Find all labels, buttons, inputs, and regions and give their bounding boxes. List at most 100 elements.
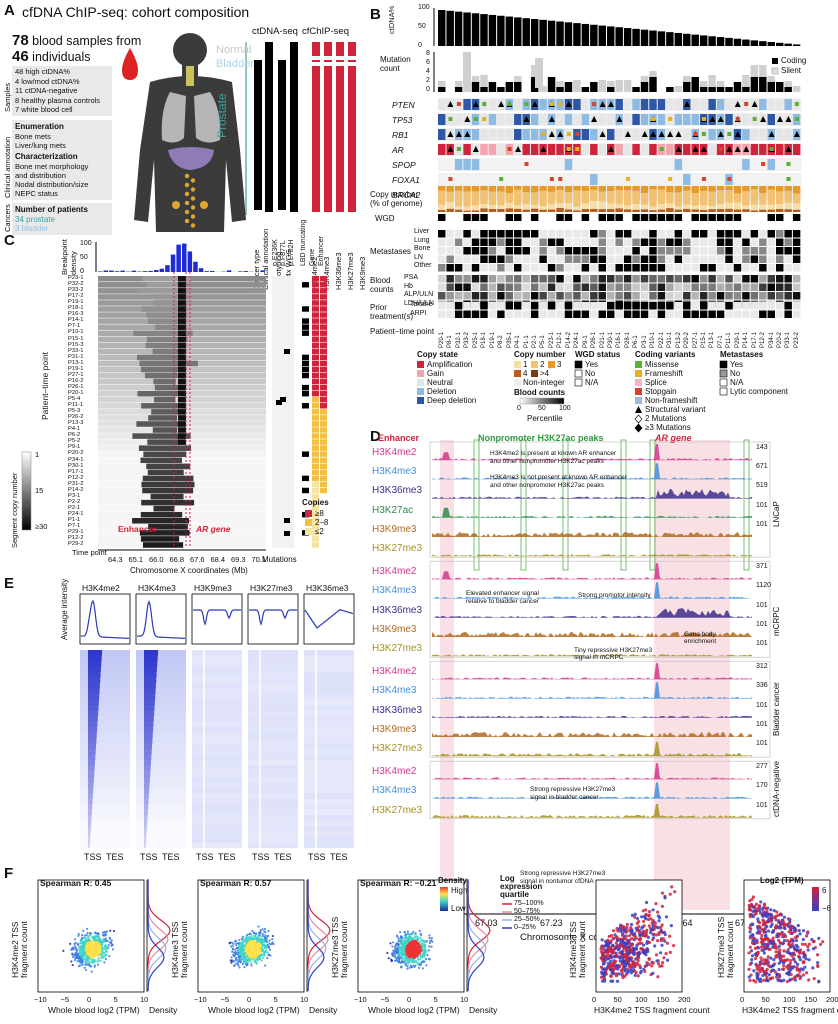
ar-amp-segment — [178, 294, 186, 300]
track-2-H3K4me2: H3K4me2 — [372, 666, 417, 678]
mut-legend-silent: Silent — [781, 66, 802, 75]
scatter-point — [629, 926, 633, 930]
scatter-point — [94, 931, 97, 934]
cn-segment — [539, 186, 547, 191]
copies-legend-2: ≤2 — [315, 527, 324, 536]
gene-label-RB1: RB1 — [392, 130, 409, 140]
scatter-point — [246, 949, 249, 952]
scatter-point — [394, 956, 397, 959]
scatter-point — [233, 964, 236, 967]
gene-cell — [438, 174, 446, 185]
mets-cell — [649, 238, 657, 246]
heatmap-row — [136, 754, 186, 760]
cn-row-segment — [148, 415, 178, 421]
scatter-point — [103, 961, 106, 964]
variant-marker — [625, 177, 630, 181]
heatmap-peak — [88, 837, 91, 843]
cn-row-segment — [153, 300, 179, 306]
d-note-2: H3K4me3 is not present at known AR enhan… — [490, 474, 627, 481]
blood-cell — [530, 283, 539, 291]
samples-list: 48 high ctDNA% 4 low/mod ctDNA% 11 ctDNA-n… — [15, 67, 100, 115]
enh-copy-cell — [320, 384, 327, 391]
scatter-point — [74, 941, 78, 944]
blood-cell — [547, 292, 556, 300]
gene-copy-cell — [312, 294, 319, 300]
gene-cell — [454, 159, 463, 170]
gene-copy-cell — [312, 542, 319, 548]
scatter-point — [267, 946, 271, 949]
scatter-point — [428, 934, 431, 937]
scatter-point — [421, 960, 424, 964]
ctdna-bar — [438, 10, 446, 46]
prior-cell — [792, 310, 801, 318]
heatmap-row — [192, 688, 242, 694]
heatmap-peak — [88, 727, 98, 733]
ar-amp-segment — [178, 282, 186, 288]
cn-segment — [497, 191, 505, 206]
gene-cell — [750, 129, 759, 140]
sv-marker — [464, 116, 471, 122]
cn-legend-0: 1 — [523, 360, 528, 369]
wgd-cell — [615, 214, 623, 221]
scatter-point — [260, 940, 263, 944]
wgd-legend-2: N/A — [585, 378, 599, 387]
heatmap-row — [136, 688, 186, 694]
cn-segment — [446, 186, 454, 192]
cn-segment — [615, 186, 623, 191]
blood-cell — [725, 283, 733, 291]
cn-legend-2: 3 — [557, 360, 562, 369]
scatter-point — [406, 930, 409, 933]
gene-cell — [590, 159, 598, 170]
gene-cell — [505, 129, 514, 140]
mets-swatch — [719, 378, 728, 387]
scatter-point — [662, 930, 667, 935]
coding-bar — [716, 87, 725, 92]
gene-cell — [666, 159, 674, 170]
density-curve-1 — [467, 879, 489, 991]
mets-cell — [488, 264, 497, 272]
scatter-point — [817, 936, 821, 940]
scatter-point — [668, 950, 672, 954]
mets-cell — [792, 264, 801, 272]
heatmap-dip — [315, 650, 317, 848]
scatter-point — [80, 961, 83, 964]
coding-bar — [767, 82, 775, 92]
scatter-point — [386, 951, 389, 955]
mets-cell — [471, 238, 480, 246]
cn-row-segment — [136, 421, 185, 427]
row-label-2: P33-2 — [68, 287, 84, 294]
silent-bar — [438, 81, 446, 87]
gene-cell — [708, 174, 716, 185]
blood-cell — [505, 283, 514, 291]
gene-cell — [699, 99, 708, 110]
mets-cell — [471, 255, 480, 263]
copies-legend-0: ≥8 — [315, 509, 324, 518]
gene-cell — [556, 159, 564, 170]
scatter-point — [268, 948, 272, 951]
cohort-column-5 — [324, 42, 332, 56]
scatter-point — [660, 904, 664, 908]
coding-bar — [776, 82, 784, 92]
row-label-35: P14-2 — [68, 486, 84, 493]
scatter-point — [82, 948, 85, 951]
blood-row-ALP/ULN: ALP/ULN — [404, 291, 434, 298]
gene-cell — [792, 144, 801, 155]
gene-cell — [708, 144, 716, 155]
prostate-column-1 — [324, 66, 332, 212]
gene-cell — [750, 144, 759, 155]
blood-cell — [488, 292, 497, 300]
track-max-1-2: 101 — [756, 601, 768, 609]
heatmap-row — [304, 694, 354, 700]
scatter-point — [601, 953, 605, 957]
scatter-point — [104, 940, 107, 943]
mets-cell — [522, 230, 530, 238]
seg-tick-1: 15 — [35, 486, 44, 495]
ctdna-bar — [742, 39, 750, 46]
heatmap-row — [248, 650, 298, 656]
heatmap-peak — [144, 826, 147, 832]
scatter-point — [618, 929, 623, 933]
scatter-point — [645, 950, 649, 954]
blood-cell — [471, 283, 480, 291]
cohort-headline: 78 blood samples from — [12, 32, 142, 49]
